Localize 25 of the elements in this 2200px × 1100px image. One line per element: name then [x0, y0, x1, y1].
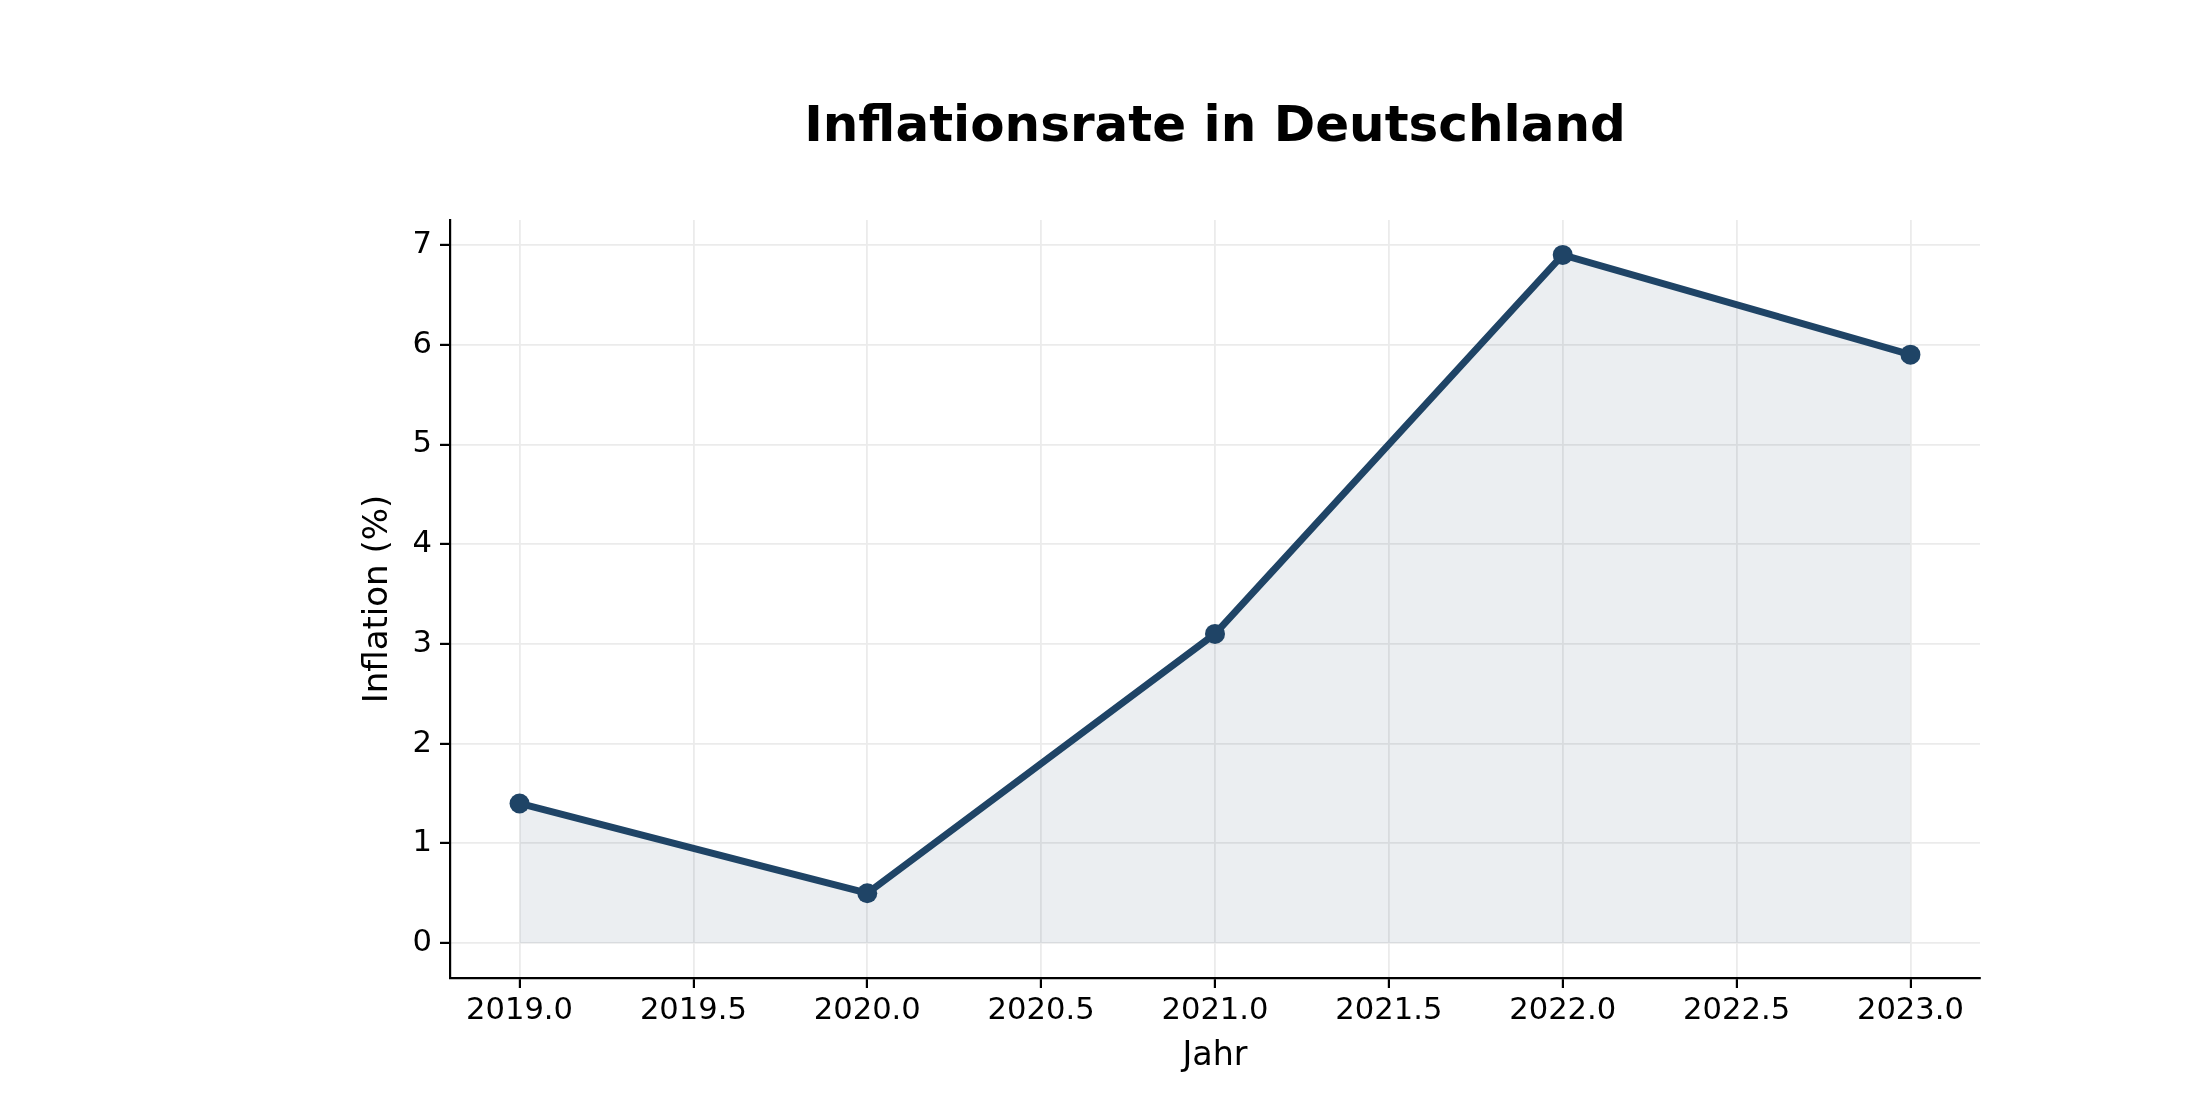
chart-title: Inflationsrate in Deutschland [804, 94, 1626, 153]
x-tick-label: 2021.0 [1161, 991, 1269, 1027]
point [509, 793, 530, 814]
y-tick-label: 7 [412, 224, 432, 260]
x-tick-label: 2020.0 [813, 991, 921, 1027]
x-tick-label: 2019.0 [466, 991, 574, 1027]
point [1900, 344, 1921, 365]
x-tick-label: 2020.5 [987, 991, 1095, 1027]
y-tick-label: 1 [412, 823, 432, 859]
x-tick-label: 2022.5 [1683, 991, 1791, 1027]
y-tick-label: 5 [412, 424, 432, 460]
y-tick-label: 0 [412, 923, 432, 959]
y-tick-label: 6 [412, 324, 432, 360]
x-tick-label: 2023.0 [1856, 991, 1964, 1027]
y-axis-title: Inflation (%) [355, 494, 396, 704]
x-tick-label: 2022.0 [1509, 991, 1617, 1027]
y-tick-label: 3 [412, 623, 432, 659]
point [1552, 244, 1573, 265]
x-axis-title: Jahr [1180, 1033, 1248, 1073]
y-tick-label: 2 [412, 723, 432, 759]
point [857, 883, 878, 904]
y-tick-label: 4 [412, 524, 432, 560]
point [1205, 623, 1225, 644]
x-tick-label: 2021.5 [1335, 991, 1443, 1027]
x-tick-label: 2019.5 [639, 991, 747, 1027]
